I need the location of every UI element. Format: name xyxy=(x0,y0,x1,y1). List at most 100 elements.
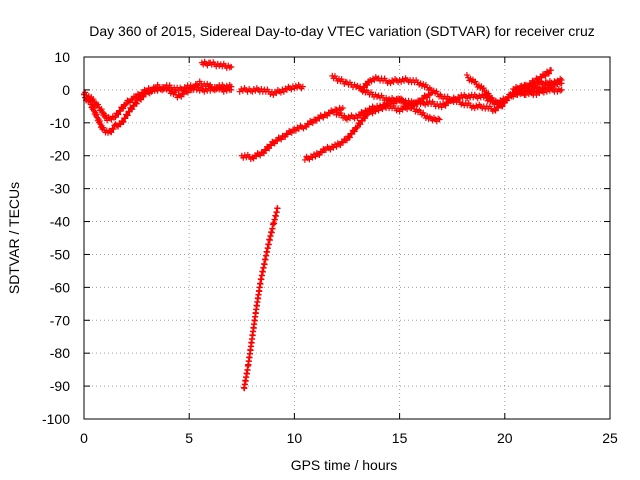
data-point xyxy=(345,133,352,140)
data-point xyxy=(93,111,100,118)
data-point xyxy=(540,89,547,96)
y-tick-label: -20 xyxy=(50,148,70,164)
data-point xyxy=(348,131,355,138)
data-point xyxy=(396,95,403,102)
data-point xyxy=(346,134,353,141)
data-point xyxy=(480,85,487,92)
data-point xyxy=(545,70,552,77)
data-point xyxy=(362,107,369,114)
y-tick-label: 10 xyxy=(54,49,70,65)
y-tick-label: -10 xyxy=(50,115,70,131)
data-point xyxy=(422,81,429,88)
data-point xyxy=(116,107,123,114)
data-point xyxy=(277,89,284,96)
data-point xyxy=(362,115,369,122)
data-point xyxy=(359,118,366,125)
data-point xyxy=(399,96,406,103)
data-point xyxy=(436,116,443,123)
data-point xyxy=(430,87,437,94)
data-point xyxy=(306,156,313,163)
data-point xyxy=(130,93,137,100)
data-point xyxy=(434,91,441,98)
data-point xyxy=(364,82,371,89)
data-point xyxy=(122,115,129,122)
y-tick-label: -100 xyxy=(42,411,70,427)
data-point xyxy=(270,92,277,98)
data-point xyxy=(107,128,114,135)
x-tick-label: 15 xyxy=(392,430,408,446)
y-tick-label: -80 xyxy=(50,345,70,361)
data-point xyxy=(95,101,102,108)
data-point xyxy=(117,108,124,115)
data-point xyxy=(351,128,358,135)
data-point xyxy=(211,87,218,94)
data-point xyxy=(433,88,440,95)
data-point xyxy=(372,106,379,113)
data-point xyxy=(428,86,435,93)
data-point xyxy=(411,105,418,112)
data-point xyxy=(347,130,354,137)
data-point xyxy=(124,112,131,119)
data-point xyxy=(133,100,140,107)
data-series xyxy=(198,58,235,71)
data-point xyxy=(354,82,361,89)
data-point xyxy=(119,104,126,111)
data-point xyxy=(413,106,420,113)
y-tick-label: -50 xyxy=(50,246,70,262)
data-point xyxy=(548,67,555,74)
y-tick-label: 0 xyxy=(62,82,70,98)
axis-ticks xyxy=(83,56,611,420)
data-point xyxy=(141,86,148,93)
data-point xyxy=(344,137,350,144)
data-series xyxy=(333,90,435,123)
data-point xyxy=(472,78,479,85)
data-series xyxy=(240,205,281,392)
data-point xyxy=(541,72,548,79)
data-point xyxy=(358,117,365,124)
data-point xyxy=(257,152,264,159)
data-point xyxy=(214,85,221,92)
data-point xyxy=(533,92,540,98)
data-point xyxy=(120,118,127,125)
data-point xyxy=(369,110,376,117)
x-tick-label: 5 xyxy=(185,430,193,446)
data-layer xyxy=(81,58,565,392)
data-point xyxy=(350,127,357,134)
data-point xyxy=(499,102,506,109)
data-point xyxy=(115,111,122,118)
data-point xyxy=(288,86,295,93)
data-point xyxy=(532,83,539,90)
data-point xyxy=(396,108,403,115)
data-point xyxy=(327,146,334,153)
data-point xyxy=(96,118,103,125)
data-point xyxy=(504,97,511,104)
data-point xyxy=(353,125,360,132)
data-point xyxy=(90,96,97,103)
data-point xyxy=(162,85,169,92)
data-point xyxy=(365,108,372,115)
y-tick-label: -30 xyxy=(50,181,70,197)
data-point xyxy=(110,126,117,133)
data-point xyxy=(288,129,295,136)
data-point xyxy=(415,97,422,104)
axis-tick-labels: 0 5 10 15 20 25 10 0 -10 -20 -30 -40 -50 -60 -70 -80 -90… xyxy=(42,49,618,446)
x-tick-label: 20 xyxy=(497,430,513,446)
data-point xyxy=(309,154,316,161)
x-tick-label: 10 xyxy=(287,430,303,446)
data-series xyxy=(238,104,346,162)
data-point xyxy=(320,114,327,121)
data-point xyxy=(404,106,411,113)
data-point xyxy=(132,100,139,107)
data-point xyxy=(278,136,285,143)
data-point xyxy=(558,86,565,93)
data-point xyxy=(114,110,121,117)
x-axis-label: GPS time / hours xyxy=(291,457,398,473)
data-point xyxy=(489,94,496,101)
data-point xyxy=(129,106,136,113)
data-point xyxy=(228,63,235,70)
data-point xyxy=(542,73,549,80)
data-point xyxy=(339,105,346,112)
data-point xyxy=(356,120,363,127)
data-point xyxy=(109,125,116,132)
data-point xyxy=(357,121,364,128)
